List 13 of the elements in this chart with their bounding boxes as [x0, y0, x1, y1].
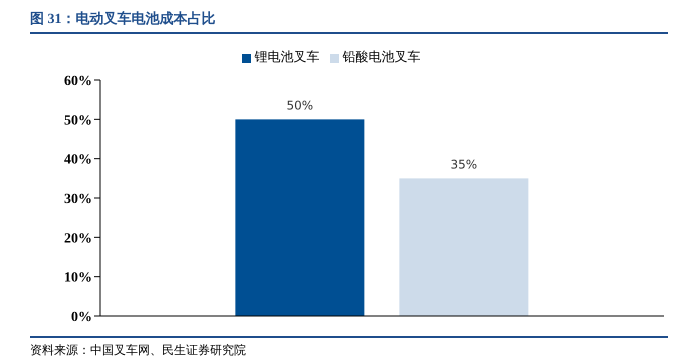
y-tick-label: 50%: [64, 113, 92, 128]
y-tick-label: 60%: [64, 74, 92, 89]
text: 资料来源：中国叉车网、民生证券研究院: [30, 342, 246, 359]
y-tick-label: 30%: [64, 192, 92, 207]
y-tick-label: 10%: [64, 270, 92, 286]
y-tick-label: 40%: [64, 152, 92, 168]
y-tick-label: 0%: [71, 310, 92, 325]
legend-label: 铅酸电池叉车: [342, 49, 420, 64]
chart-title: 图 31：电动叉车电池成本占比: [30, 10, 216, 28]
data-label: 35%: [450, 157, 478, 172]
legend-label: 锂电池叉车: [254, 49, 320, 64]
y-tick-label: 20%: [64, 231, 92, 246]
data-label: 50%: [286, 98, 314, 112]
